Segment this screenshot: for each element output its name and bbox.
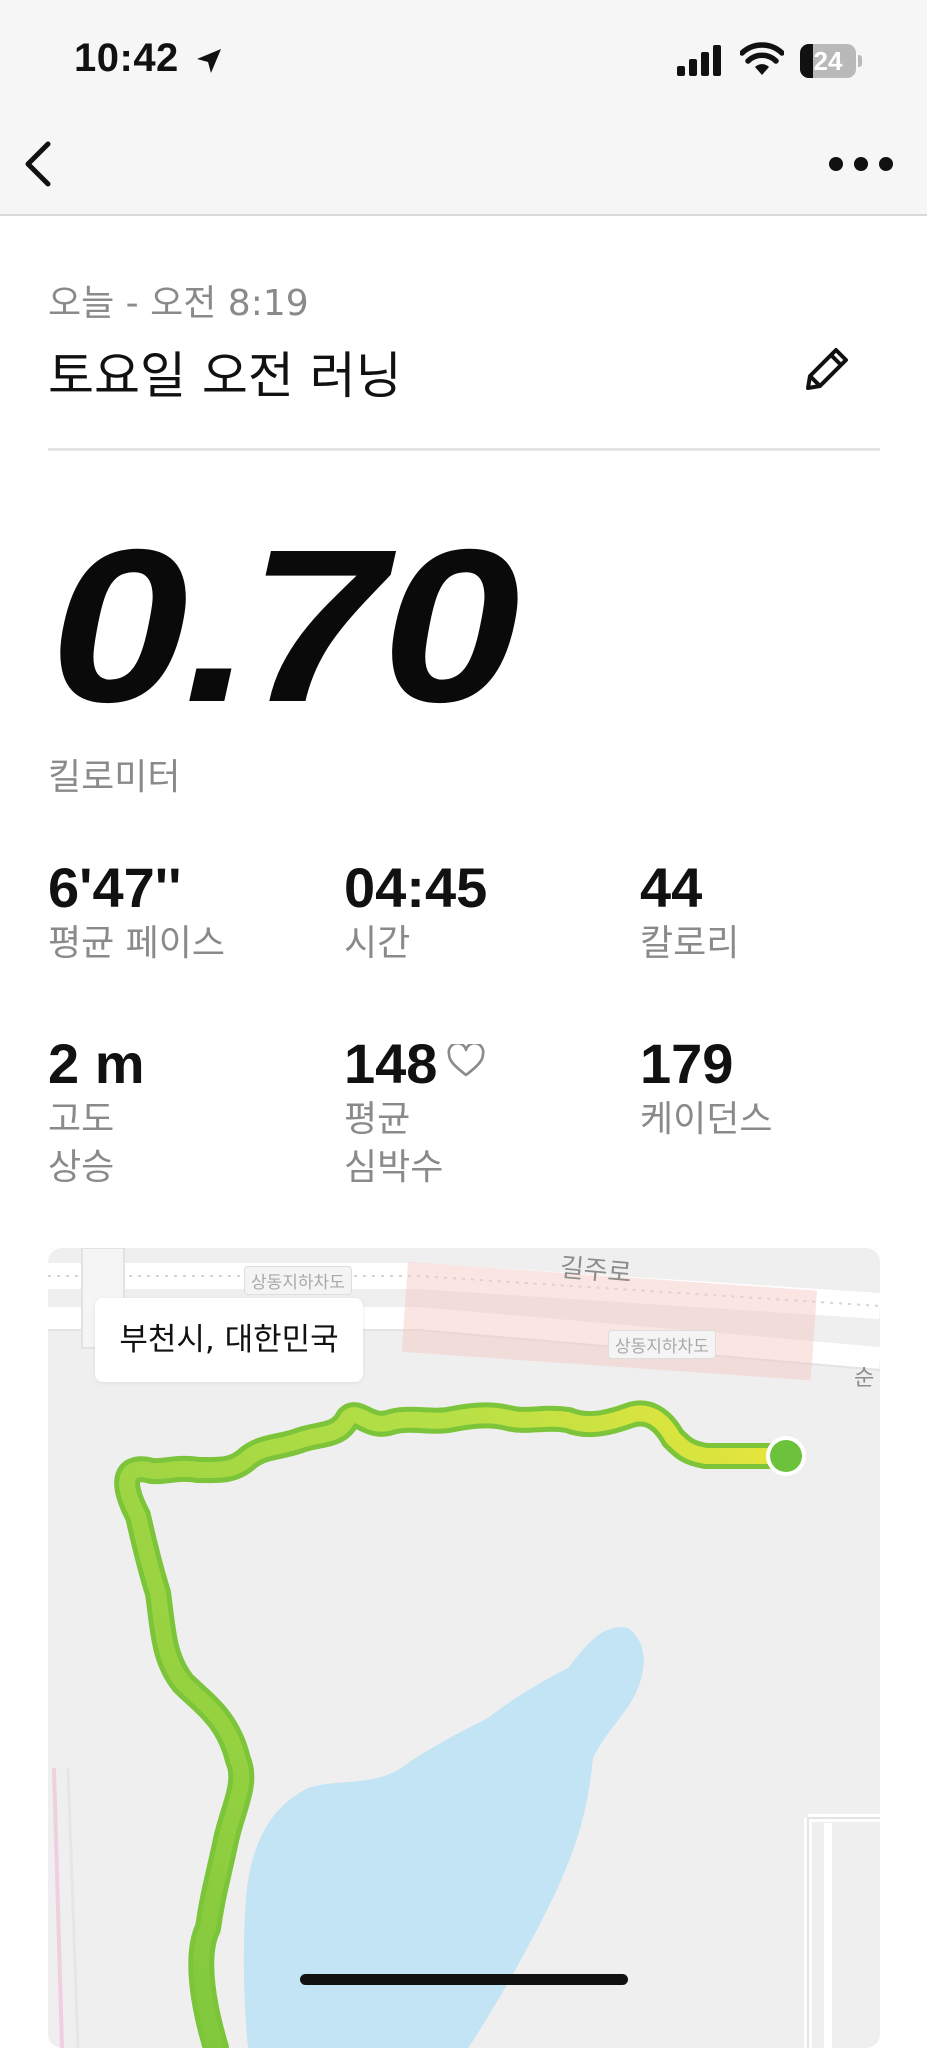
heart-outline-icon [447,1044,485,1077]
stat-pace-label: 평균 페이스 [48,923,226,964]
activity-title: 토요일 오전 러닝 [48,347,402,405]
top-bar: 10:42 24 [0,0,927,216]
edit-title-button[interactable] [796,338,858,400]
road-label-underpass-2: 상동지하차도 [608,1330,716,1359]
stat-heart-rate: 148 평균 심박수 [344,1034,624,1192]
stat-heart-rate-label-2: 심박수 [344,1147,444,1188]
stat-cadence: 179 케이던스 [640,1034,920,1144]
stat-elevation-label-2: 상승 [48,1147,115,1188]
back-button[interactable] [14,130,64,200]
road-label-partial: 순 [854,1366,875,1391]
distance-value: 0.70 [50,505,520,748]
stat-cadence-label: 케이던스 [640,1099,773,1140]
status-time: 10:42 [74,36,179,80]
location-arrow-icon [197,49,221,73]
activity-date: 오늘 - 오전 8:19 [48,283,309,324]
battery-level: 24 [813,46,843,76]
stat-elevation-label-1: 고도 [48,1099,115,1140]
battery-icon: 24 [800,44,862,78]
battery-fill [800,44,814,78]
stat-time-label: 시간 [344,923,411,964]
road-label-underpass-1: 상동지하차도 [244,1266,352,1295]
stat-cadence-value: 179 [640,1032,734,1095]
stat-elevation: 2 m 고도 상승 [48,1034,328,1192]
wifi-icon [740,42,784,75]
cellular-signal-icon [677,45,721,76]
stat-pace: 6'47'' 평균 페이스 [48,858,328,968]
stat-time: 04:45 시간 [344,858,624,968]
map-background [48,1248,880,2048]
stat-calories: 44 칼로리 [640,858,920,968]
location-chip: 부천시, 대한민국 [95,1298,363,1382]
water-area [243,1627,644,2048]
stat-heart-rate-label-1: 평균 [344,1099,411,1140]
home-indicator[interactable] [300,1974,628,1985]
road-label-main: 길주로 [558,1252,633,1290]
more-options-button[interactable] [826,136,896,192]
distance-unit: 킬로미터 [48,757,181,798]
stat-calories-value: 44 [640,856,703,919]
chevron-left-icon [25,141,51,187]
stat-heart-rate-value: 148 [344,1032,438,1095]
ellipsis-icon [829,157,893,171]
stat-pace-value: 6'47'' [48,856,182,919]
header-divider [48,448,880,451]
pencil-icon [806,348,848,390]
stat-calories-label: 칼로리 [640,923,740,964]
stat-elevation-value: 2 m [48,1032,145,1095]
stat-time-value: 04:45 [344,856,488,919]
route-map[interactable]: 상동지하차도 상동지하차도 길주로 순 부천시, 대한민국 [48,1248,880,2048]
